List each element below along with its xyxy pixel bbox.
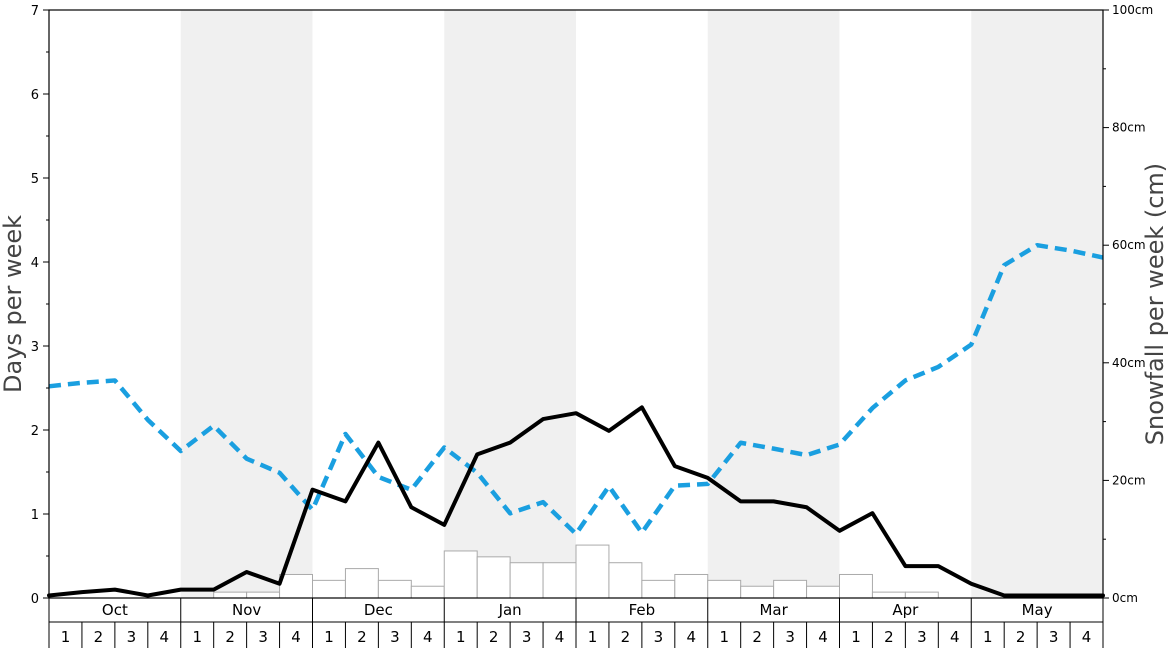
month-label: May bbox=[1022, 601, 1053, 619]
month-shade bbox=[971, 10, 1103, 598]
right-tick-label: 20cm bbox=[1112, 473, 1146, 487]
snowfall-bars bbox=[213, 544, 939, 599]
snowfall-bar bbox=[707, 579, 742, 599]
days-line bbox=[47, 405, 1105, 598]
week-label: 1 bbox=[61, 628, 71, 646]
left-tick-label: 6 bbox=[31, 88, 39, 103]
week-label: 4 bbox=[555, 628, 565, 646]
week-label: 2 bbox=[752, 628, 762, 646]
snowfall-bar bbox=[575, 544, 610, 599]
snowfall-bar bbox=[773, 579, 808, 599]
snowfall-bar bbox=[871, 591, 906, 599]
snowfall-line bbox=[48, 242, 1104, 537]
week-label: 3 bbox=[127, 628, 137, 646]
snowfall-bar bbox=[674, 573, 709, 599]
week-label: 3 bbox=[785, 628, 795, 646]
left-tick-label: 4 bbox=[31, 256, 39, 271]
week-label: 4 bbox=[423, 628, 433, 646]
snowfall-bar bbox=[608, 562, 643, 599]
week-label: 4 bbox=[1082, 628, 1092, 646]
right-tick-label: 40cm bbox=[1112, 356, 1146, 370]
right-tick-label: 0cm bbox=[1112, 591, 1138, 605]
snowfall-bar bbox=[443, 550, 478, 599]
month-shade bbox=[180, 10, 313, 598]
week-label: 2 bbox=[225, 628, 235, 646]
snowfall-bar bbox=[740, 585, 775, 599]
week-label: 4 bbox=[160, 628, 170, 646]
y-axis-right-title: Snowfall per week (cm) bbox=[1141, 163, 1168, 445]
left-tick-label: 7 bbox=[31, 4, 39, 19]
left-tick-label: 1 bbox=[31, 508, 39, 523]
week-label: 1 bbox=[456, 628, 466, 646]
x-axis-table: Oct 1 2 3 4 Nov 1 2 3 4 Dec 1 2 3 4 Jan 1 2 3 4 Feb 1 2 3 4 Mar 1 2… bbox=[48, 598, 1104, 648]
month-label: Nov bbox=[232, 601, 261, 619]
week-label: 2 bbox=[357, 628, 367, 646]
left-tick-label: 3 bbox=[31, 340, 39, 355]
snowfall-bar bbox=[904, 591, 939, 599]
month-shade bbox=[444, 10, 576, 598]
snowfall-bar bbox=[476, 556, 511, 599]
snowfall-bar bbox=[641, 579, 676, 599]
week-label: 2 bbox=[621, 628, 631, 646]
week-label: 2 bbox=[1016, 628, 1026, 646]
snowfall-bar bbox=[839, 573, 873, 599]
snowfall-bar bbox=[509, 562, 544, 599]
month-shading bbox=[180, 10, 1103, 598]
week-label: 1 bbox=[851, 628, 861, 646]
week-label: 3 bbox=[258, 628, 268, 646]
month-label: Dec bbox=[364, 601, 393, 619]
week-label: 3 bbox=[522, 628, 532, 646]
week-label: 2 bbox=[884, 628, 894, 646]
snowfall-bar bbox=[312, 579, 346, 599]
snowfall-bar bbox=[279, 573, 313, 599]
chart-lines bbox=[47, 242, 1105, 598]
week-label: 3 bbox=[1049, 628, 1059, 646]
snowfall-bar bbox=[377, 579, 412, 599]
month-label: Mar bbox=[759, 601, 788, 619]
week-label: 1 bbox=[588, 628, 598, 646]
left-tick-label: 0 bbox=[31, 592, 39, 607]
week-label: 4 bbox=[818, 628, 828, 646]
month-label: Feb bbox=[629, 601, 656, 619]
week-label: 1 bbox=[192, 628, 202, 646]
week-label: 2 bbox=[94, 628, 104, 646]
week-label: 4 bbox=[950, 628, 960, 646]
month-shade bbox=[707, 10, 840, 598]
week-label: 1 bbox=[719, 628, 729, 646]
week-label: 4 bbox=[687, 628, 697, 646]
left-tick-label: 5 bbox=[31, 172, 39, 187]
month-label: Jan bbox=[498, 601, 522, 619]
week-label: 3 bbox=[917, 628, 927, 646]
right-tick-label: 60cm bbox=[1112, 238, 1146, 252]
week-label: 1 bbox=[324, 628, 334, 646]
snowfall-bar bbox=[410, 585, 445, 599]
week-label: 3 bbox=[654, 628, 664, 646]
right-tick-label: 80cm bbox=[1112, 121, 1146, 135]
right-tick-label: 100cm bbox=[1112, 3, 1153, 17]
month-label: Oct bbox=[102, 601, 128, 619]
snowfall-bar bbox=[246, 591, 281, 599]
left-tick-label: 2 bbox=[31, 424, 39, 439]
snowfall-bar bbox=[213, 591, 248, 599]
week-label: 2 bbox=[489, 628, 499, 646]
snowfall-bar bbox=[344, 568, 379, 599]
y-axis-left-title: Days per week bbox=[0, 215, 27, 393]
week-label: 3 bbox=[390, 628, 400, 646]
snowfall-bar bbox=[542, 562, 577, 599]
snowfall-bar bbox=[806, 585, 840, 599]
week-label: 1 bbox=[983, 628, 993, 646]
month-label: Apr bbox=[892, 601, 919, 619]
week-label: 4 bbox=[291, 628, 301, 646]
